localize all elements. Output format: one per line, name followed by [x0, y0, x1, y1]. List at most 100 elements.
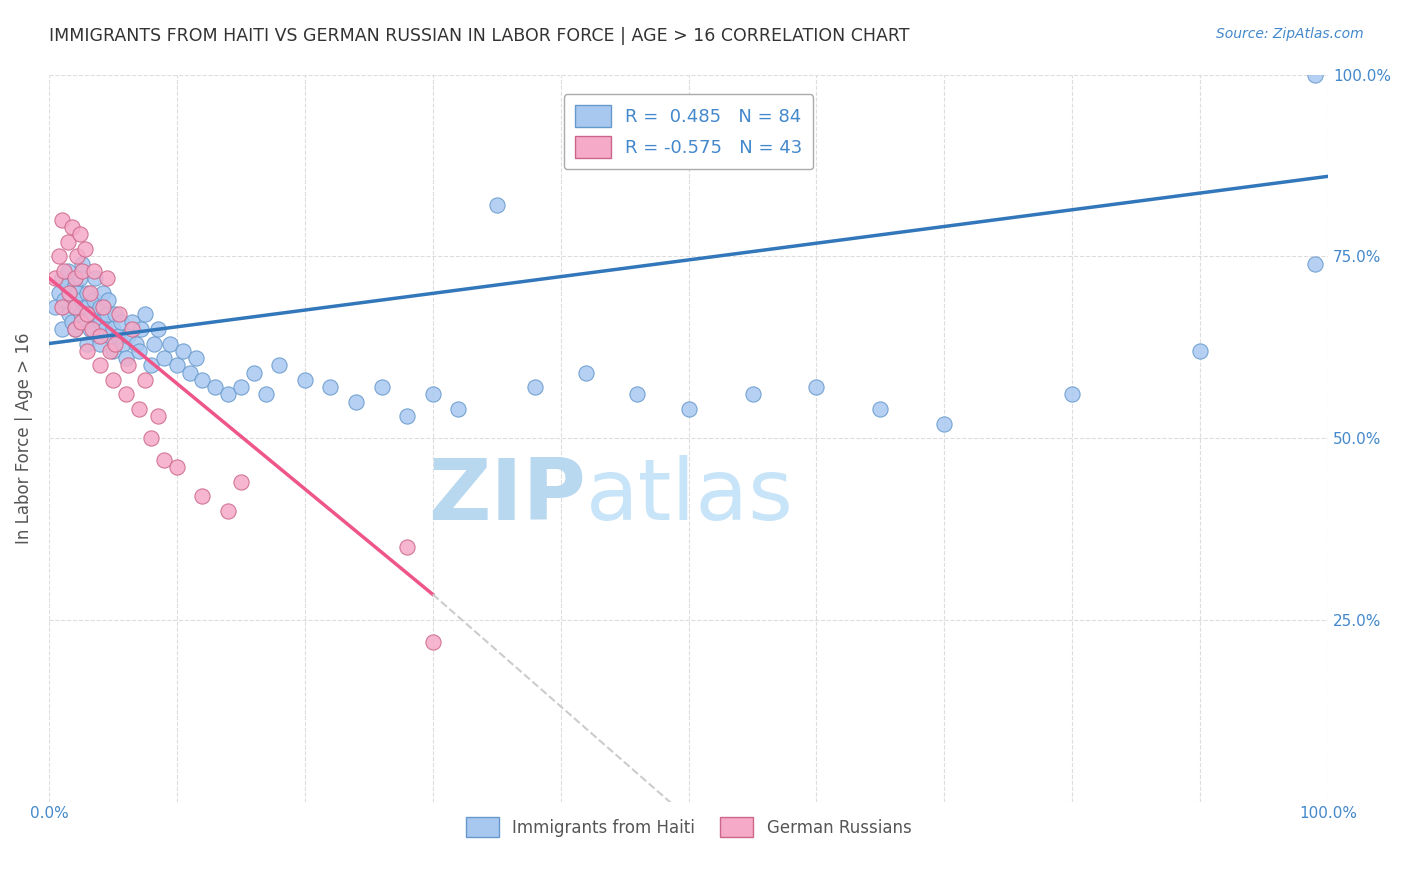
Point [101, 322, 124, 336]
Point [159, 336, 181, 351]
Point [229, 475, 252, 489]
Point [128, 401, 150, 416]
Point [1305, 256, 1327, 270]
Point [396, 540, 419, 554]
Point [141, 359, 163, 373]
Point [76, 315, 98, 329]
Point [114, 351, 136, 365]
Legend: Immigrants from Haiti, German Russians: Immigrants from Haiti, German Russians [458, 811, 918, 844]
Point [94, 322, 117, 336]
Point [101, 343, 124, 358]
Point [741, 387, 763, 401]
Point [1062, 387, 1084, 401]
Point [172, 343, 194, 358]
Point [48, 285, 70, 300]
Point [56, 264, 79, 278]
Point [44, 300, 66, 314]
Point [141, 431, 163, 445]
Point [142, 336, 165, 351]
Point [73, 242, 96, 256]
Point [58, 308, 80, 322]
Point [114, 387, 136, 401]
Point [100, 343, 122, 358]
Point [69, 227, 91, 242]
Point [83, 293, 105, 307]
Point [96, 271, 118, 285]
Point [91, 285, 114, 300]
Point [86, 329, 108, 343]
Point [73, 300, 96, 314]
Point [146, 409, 169, 424]
Point [179, 366, 201, 380]
Point [204, 380, 226, 394]
Point [153, 351, 176, 365]
Point [269, 359, 291, 373]
Point [117, 359, 139, 373]
Point [63, 322, 86, 336]
Point [60, 315, 83, 329]
Point [524, 380, 547, 394]
Point [869, 401, 891, 416]
Point [626, 387, 648, 401]
Point [63, 322, 86, 336]
Point [1305, 68, 1327, 82]
Point [58, 285, 80, 300]
Point [100, 329, 122, 343]
Point [44, 271, 66, 285]
Point [108, 308, 131, 322]
Point [76, 285, 98, 300]
Point [370, 380, 392, 394]
Point [51, 271, 73, 285]
Point [70, 315, 93, 329]
Point [60, 220, 83, 235]
Point [51, 322, 73, 336]
Point [254, 387, 277, 401]
Text: ZIP: ZIP [429, 455, 586, 538]
Point [66, 249, 89, 263]
Point [166, 359, 188, 373]
Point [396, 409, 419, 424]
Point [63, 300, 86, 314]
Point [191, 373, 214, 387]
Point [110, 315, 132, 329]
Point [117, 329, 139, 343]
Point [70, 293, 93, 307]
Point [48, 249, 70, 263]
Point [422, 387, 444, 401]
Point [806, 380, 828, 394]
Point [242, 366, 264, 380]
Point [1189, 343, 1212, 358]
Point [112, 336, 135, 351]
Point [344, 394, 367, 409]
Point [79, 285, 101, 300]
Point [121, 322, 143, 336]
Point [66, 285, 89, 300]
Point [89, 300, 111, 314]
Point [79, 322, 101, 336]
Text: atlas: atlas [586, 455, 794, 538]
Point [678, 401, 700, 416]
Point [63, 278, 86, 293]
Point [97, 293, 120, 307]
Point [56, 278, 79, 293]
Point [104, 308, 127, 322]
Point [121, 315, 143, 329]
Point [217, 387, 239, 401]
Point [134, 308, 156, 322]
Point [82, 322, 104, 336]
Point [84, 271, 107, 285]
Point [166, 460, 188, 475]
Point [217, 504, 239, 518]
Point [422, 634, 444, 648]
Point [83, 264, 105, 278]
Point [76, 300, 98, 314]
Point [101, 373, 124, 387]
Point [104, 336, 127, 351]
Point [69, 271, 91, 285]
Point [82, 308, 104, 322]
Point [70, 308, 93, 322]
Point [294, 373, 316, 387]
Point [89, 315, 111, 329]
Point [319, 380, 342, 394]
Point [575, 366, 598, 380]
